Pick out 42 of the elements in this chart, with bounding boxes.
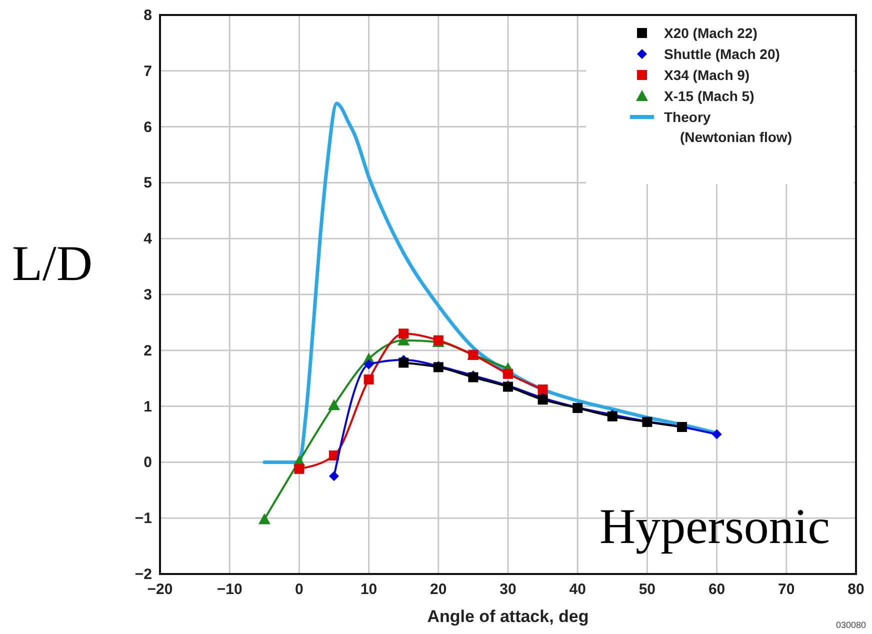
legend-label: Theory (Newtonian flow) <box>664 109 792 145</box>
point <box>364 359 374 370</box>
point <box>398 328 409 339</box>
y-tick-label: 6 <box>144 118 152 136</box>
point <box>294 464 304 474</box>
point <box>329 471 339 482</box>
y-tick-label: −2 <box>134 566 152 583</box>
legend-label: Shuttle (Mach 20) <box>664 46 780 62</box>
x-tick-label: 0 <box>295 581 304 598</box>
y-tick-label: 0 <box>144 454 152 472</box>
point <box>328 399 340 410</box>
point <box>538 384 548 395</box>
y-tick-label: 7 <box>144 62 152 80</box>
x-tick-label: −20 <box>147 581 173 598</box>
x-tick-label: 50 <box>638 581 656 598</box>
x-axis-title: Angle of attack, deg <box>427 607 589 626</box>
y-axis-title: L/D <box>12 235 93 291</box>
x-tick-label: 20 <box>430 581 447 598</box>
x-tick-label: 80 <box>848 581 864 598</box>
y-tick-label: 1 <box>144 398 152 416</box>
point <box>503 368 513 379</box>
x-tick-label: 30 <box>500 581 516 598</box>
y-tick-label: 5 <box>144 174 152 192</box>
x-tick-label: 60 <box>708 581 726 598</box>
point <box>398 358 409 368</box>
y-tick-label: −1 <box>134 510 152 528</box>
point <box>364 374 374 384</box>
annotation: Hypersonic <box>600 498 830 554</box>
point <box>712 429 722 440</box>
x-tick-label: −10 <box>216 581 242 598</box>
legend-label: X34 (Mach 9) <box>664 67 750 83</box>
x-tick-label: 40 <box>569 581 586 598</box>
text: 030080 <box>836 620 866 630</box>
legend-label: X-15 (Mach 5) <box>664 88 754 104</box>
y-tick-label: 4 <box>144 230 153 248</box>
y-tick-label: 8 <box>144 7 152 24</box>
point <box>258 513 270 524</box>
legend-label: X20 (Mach 22) <box>664 25 758 41</box>
y-tick-label: 3 <box>144 286 152 304</box>
y-tick-label: 2 <box>144 342 152 360</box>
x-tick-label: 70 <box>778 581 795 598</box>
x-tick-label: 10 <box>360 581 378 598</box>
